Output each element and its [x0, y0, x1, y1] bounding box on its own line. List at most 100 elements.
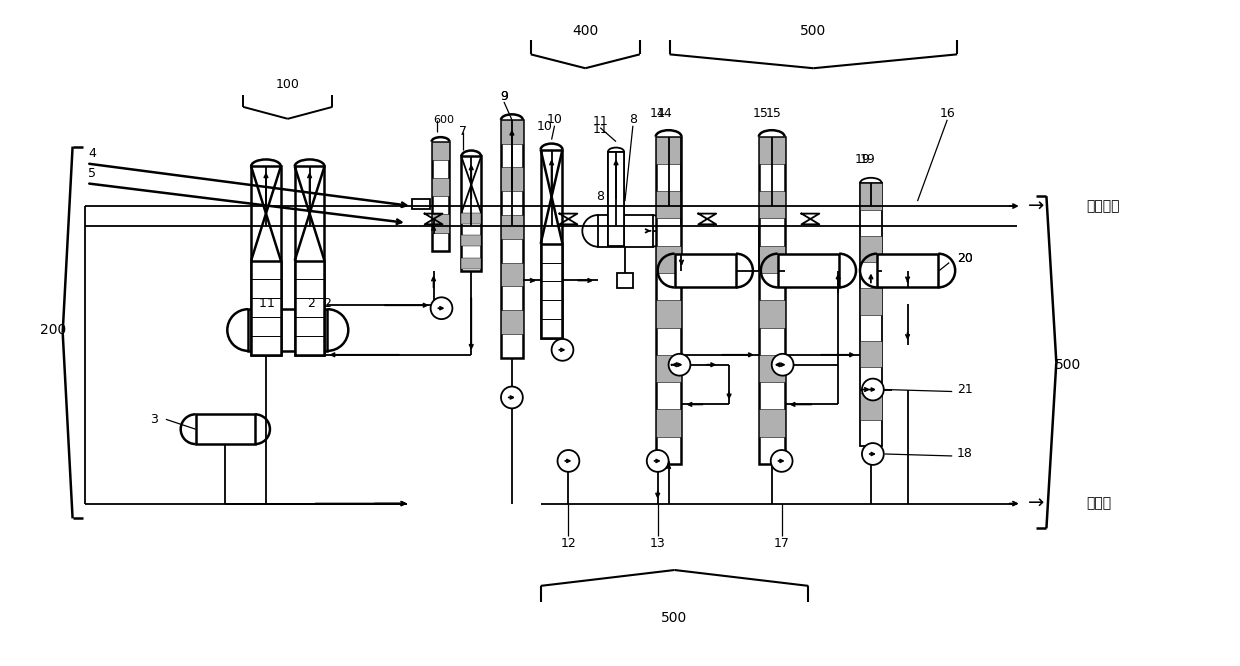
Text: 5: 5 [88, 167, 97, 180]
Bar [656, 137, 682, 464]
Bar [501, 215, 523, 239]
Text: 11: 11 [593, 115, 608, 129]
Bar [656, 300, 682, 328]
Bar [432, 142, 449, 250]
Text: 200: 200 [40, 323, 66, 337]
Bar [295, 166, 325, 355]
Text: 100: 100 [275, 78, 300, 91]
Bar [759, 137, 785, 164]
Text: 1: 1 [267, 297, 275, 310]
Text: 10: 10 [537, 121, 553, 133]
Bar [252, 260, 280, 355]
Circle shape [771, 450, 792, 472]
Bar [541, 150, 563, 338]
Bar [501, 262, 523, 286]
Text: 17: 17 [774, 537, 790, 549]
Text: 2: 2 [306, 297, 315, 310]
Text: 10: 10 [547, 113, 563, 127]
Circle shape [430, 297, 453, 319]
Bar [461, 213, 481, 224]
Text: 11: 11 [593, 123, 608, 137]
Bar [501, 120, 523, 144]
Bar [608, 152, 624, 246]
Text: 400: 400 [572, 23, 599, 37]
Bar [608, 152, 624, 246]
Circle shape [668, 354, 691, 376]
Bar [759, 355, 785, 382]
Text: 14: 14 [650, 107, 666, 121]
Circle shape [862, 378, 884, 400]
Bar [461, 235, 481, 246]
Circle shape [862, 443, 884, 465]
Bar [759, 300, 785, 328]
Bar [598, 215, 652, 246]
Bar [759, 191, 785, 218]
Bar [461, 157, 481, 270]
Text: 7: 7 [459, 125, 467, 138]
Text: 15: 15 [766, 107, 781, 121]
Text: 19: 19 [856, 153, 870, 166]
Bar [501, 167, 523, 191]
Bar [861, 236, 882, 262]
Text: 16: 16 [940, 107, 955, 121]
Text: 1: 1 [259, 297, 267, 310]
Circle shape [558, 450, 579, 472]
Bar [675, 254, 737, 288]
Bar [295, 260, 325, 355]
Bar [861, 288, 882, 314]
Text: 18: 18 [957, 448, 973, 460]
Bar [541, 244, 563, 338]
Bar [501, 310, 523, 334]
Bar [861, 394, 882, 420]
Text: 叠合油: 叠合油 [1086, 497, 1111, 511]
Bar [656, 191, 682, 218]
Bar [656, 355, 682, 382]
Bar [248, 309, 327, 351]
Bar [861, 183, 882, 446]
Text: 3: 3 [150, 413, 157, 426]
Text: 20: 20 [957, 252, 973, 265]
Text: →: → [1028, 494, 1044, 513]
Text: 600: 600 [434, 115, 455, 125]
Bar [432, 142, 449, 160]
Text: 500: 500 [1055, 358, 1081, 372]
Text: 20: 20 [957, 252, 973, 265]
Circle shape [552, 339, 573, 361]
Bar [759, 137, 785, 464]
Text: 14: 14 [657, 107, 672, 121]
Bar [777, 254, 839, 288]
Text: 9: 9 [500, 91, 508, 103]
Text: 8: 8 [596, 190, 604, 202]
Text: 19: 19 [861, 153, 875, 166]
Bar [656, 410, 682, 437]
Text: 500: 500 [800, 23, 827, 37]
Text: 15: 15 [753, 107, 769, 121]
Text: 9: 9 [500, 91, 508, 103]
Bar [656, 246, 682, 273]
Circle shape [771, 354, 794, 376]
Text: 2: 2 [324, 297, 331, 310]
Text: →: → [1028, 196, 1044, 216]
Circle shape [501, 386, 523, 408]
Text: 剩余原料: 剩余原料 [1086, 199, 1120, 213]
Bar [461, 258, 481, 268]
Bar [759, 410, 785, 437]
Bar [759, 246, 785, 273]
Bar [861, 341, 882, 367]
Bar [432, 178, 449, 196]
Text: 500: 500 [661, 611, 688, 625]
Bar [412, 199, 429, 209]
Text: 8: 8 [629, 113, 637, 127]
Text: 21: 21 [957, 383, 973, 396]
Bar [501, 120, 523, 358]
Bar [252, 166, 280, 355]
Text: 12: 12 [560, 537, 577, 549]
Text: 4: 4 [88, 147, 97, 160]
Bar [432, 214, 449, 232]
Bar [196, 414, 255, 444]
Circle shape [647, 450, 668, 472]
Bar [861, 183, 882, 210]
Text: 13: 13 [650, 537, 666, 549]
Bar [618, 272, 632, 288]
Bar [877, 254, 939, 288]
